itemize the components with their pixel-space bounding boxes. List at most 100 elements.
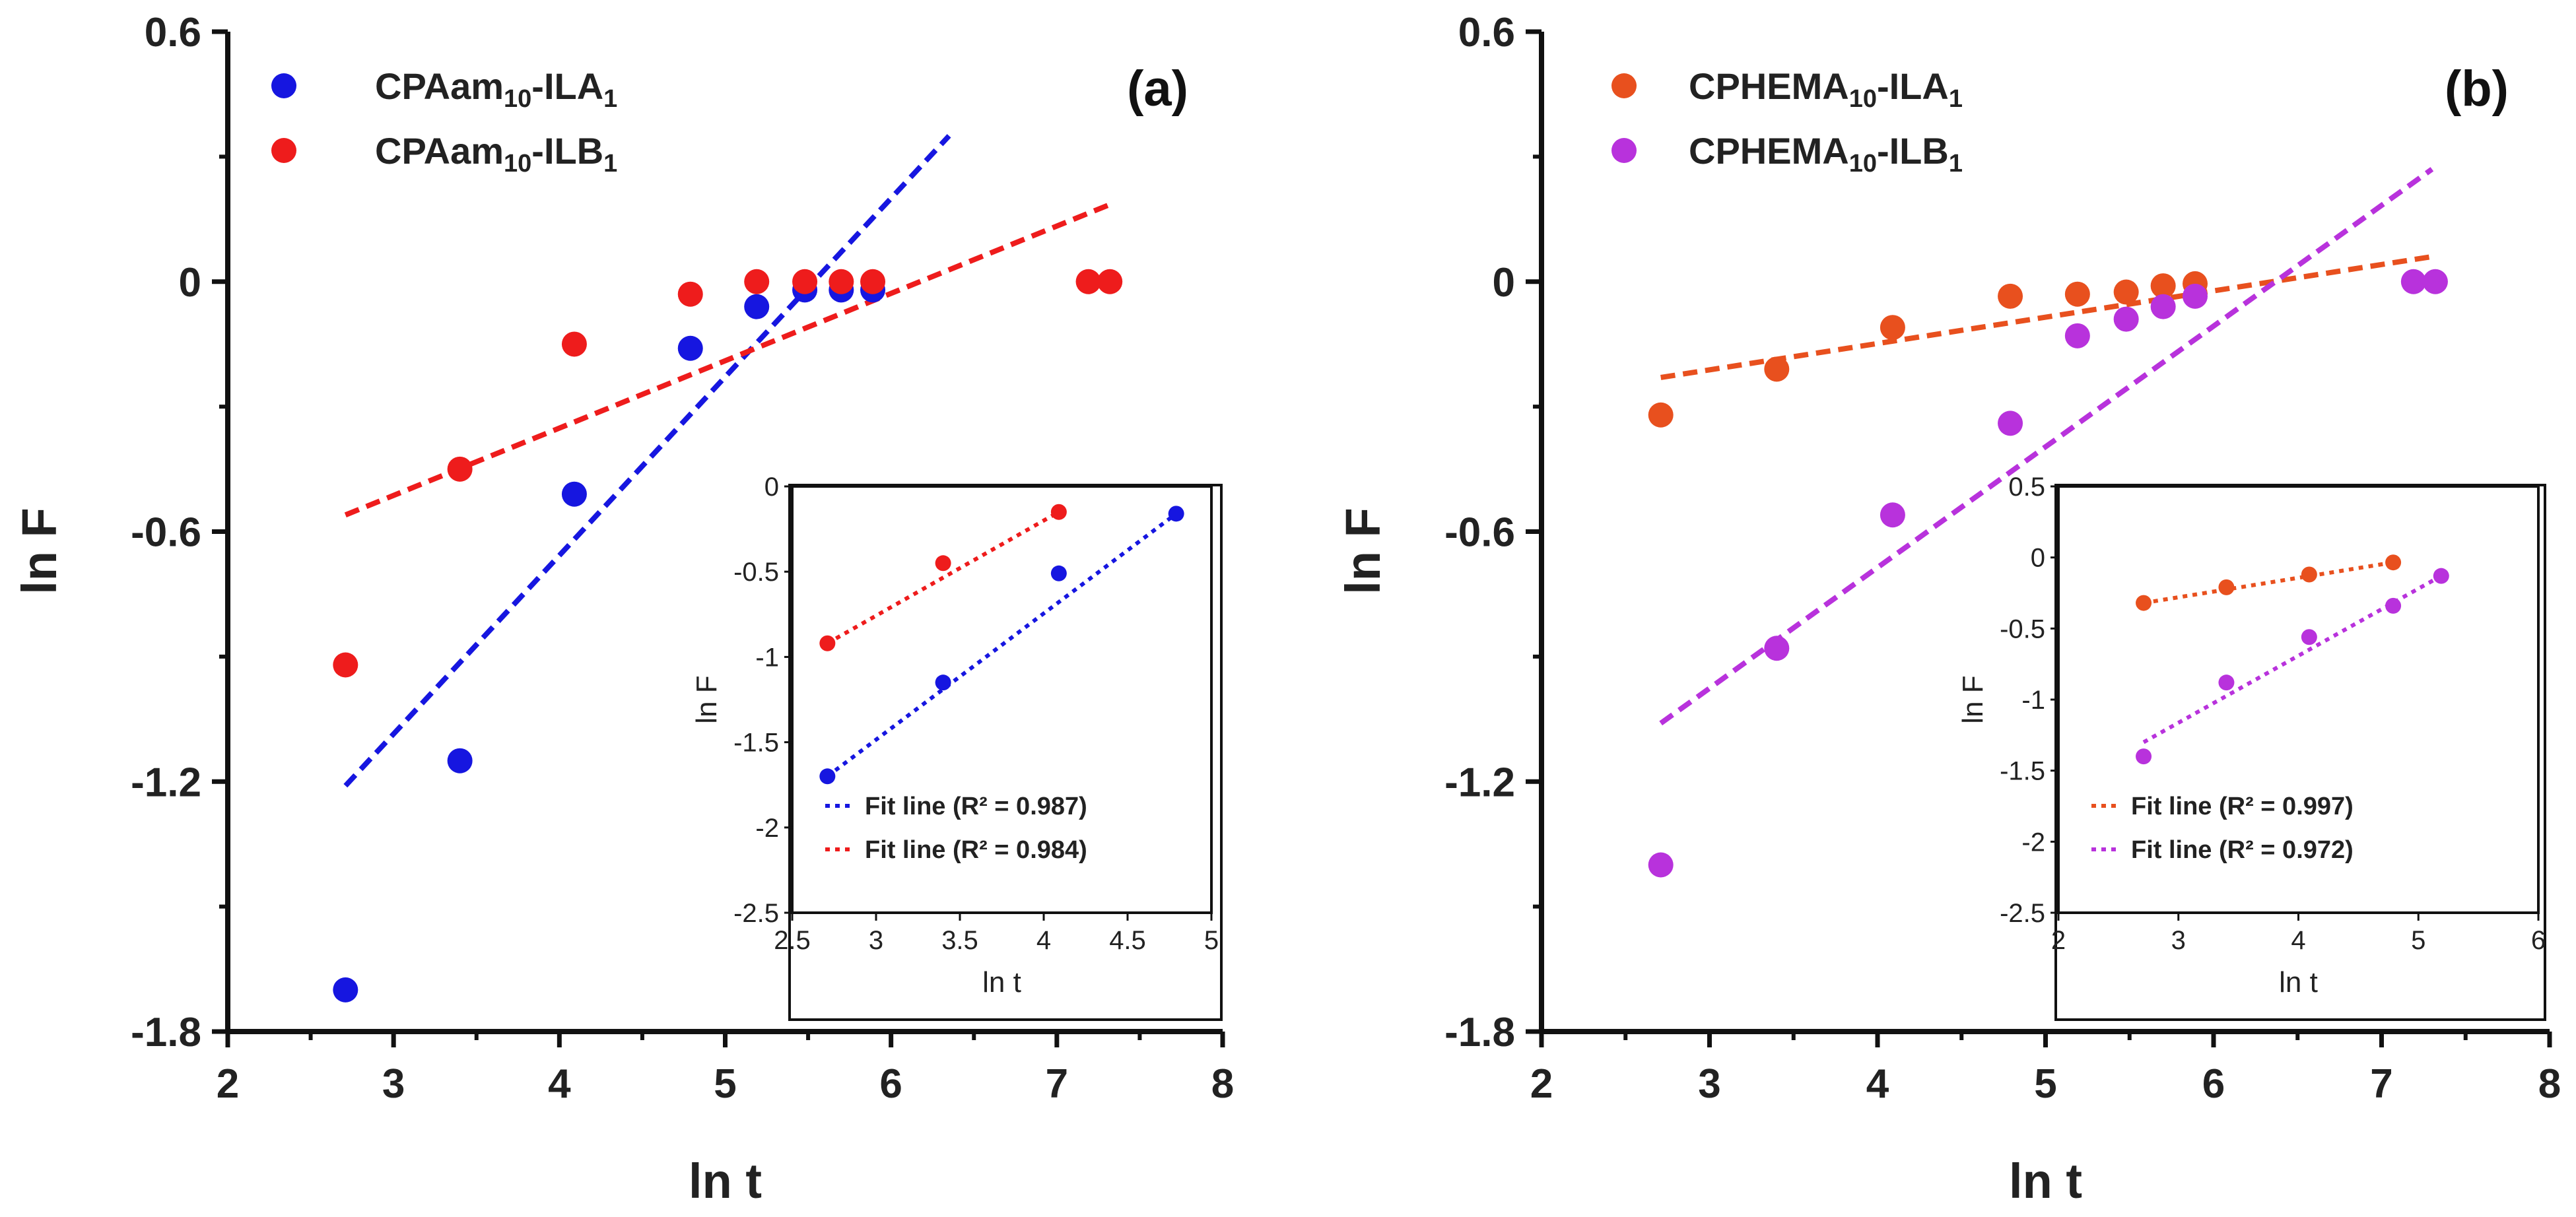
inset-y-tick-label: -0.5: [2000, 614, 2045, 643]
x-tick-label: 8: [1211, 1061, 1234, 1107]
y-axis-title: ln F: [12, 508, 67, 595]
y-tick-label: -1.2: [131, 760, 201, 805]
inset-data-point: [1168, 506, 1184, 522]
inset-x-tick-label: 3: [2171, 926, 2186, 955]
inset-x-tick-label: 5: [2411, 926, 2425, 955]
inset-legend-label: Fit line (R² = 0.987): [865, 793, 1087, 820]
inset-y-axis-title: ln F: [1957, 675, 1989, 723]
data-point: [2113, 279, 2139, 305]
data-point: [2422, 269, 2448, 294]
inset-data-point: [2301, 629, 2317, 645]
inset-data-point: [935, 555, 951, 572]
data-point: [744, 269, 770, 294]
x-axis-title: ln t: [2009, 1154, 2082, 1208]
inset-data-point: [935, 674, 951, 691]
inset-x-tick-label: 4: [2291, 926, 2305, 955]
data-point: [561, 331, 587, 357]
legend-marker: [271, 138, 296, 163]
inset-y-tick-label: 0: [764, 473, 779, 502]
inset-data-point: [2218, 674, 2235, 691]
inset-fit-line: [2142, 574, 2443, 744]
data-point: [1880, 315, 1905, 341]
fit-line: [1659, 167, 2434, 726]
inset-data-point: [2385, 597, 2402, 614]
y-axis-title: ln F: [1336, 508, 1390, 595]
inset-x-axis-title: ln t: [2279, 966, 2318, 999]
legend-label: CPAam10-ILA1: [375, 65, 617, 113]
inset-y-tick-label: -1.5: [733, 729, 779, 758]
x-tick-label: 8: [2538, 1061, 2561, 1107]
inset-y-axis-title: ln F: [691, 675, 723, 723]
inset-x-axis-title: ln t: [982, 966, 1021, 999]
inset-data-point: [2385, 554, 2402, 571]
chart-panel-b: 0.6 0 -0.6 -1.2 -1.8 2 3 4 5 6 7 8 ln t ln F (b) CPHEMA…: [1336, 10, 2561, 1208]
data-point: [829, 269, 854, 294]
data-point: [333, 652, 358, 678]
data-point: [677, 335, 703, 361]
y-tick-label: 0: [179, 260, 201, 306]
inset-y-tick-label: -1: [2021, 686, 2045, 715]
data-point: [1880, 502, 1905, 528]
x-axis-title: ln t: [689, 1154, 762, 1208]
data-point: [447, 456, 473, 482]
inset-y-tick-label: -2.5: [733, 899, 779, 928]
legend-label: CPHEMA10-ILB1: [1689, 130, 1963, 178]
inset-data-point: [819, 635, 836, 651]
chart-panel-a: 0.6 0 -0.6 -1.2 -1.8 2 3 4 5 6 7 8 ln t ln F (a) CPAam1…: [12, 10, 1234, 1208]
data-point: [2400, 269, 2426, 294]
y-tick-label: -0.6: [131, 510, 201, 556]
data-point: [561, 481, 587, 507]
inset-legend-label: Fit line (R² = 0.984): [865, 836, 1087, 864]
data-point: [677, 281, 703, 307]
inset-fit-line: [826, 510, 1060, 645]
data-point: [2150, 273, 2176, 299]
inset-x-tick-label: 5: [1204, 926, 1219, 955]
inset-x-tick-label: 2.5: [774, 926, 811, 955]
x-tick-label: 3: [1698, 1061, 1720, 1107]
panel-label: (a): [1127, 61, 1188, 117]
data-point: [744, 294, 770, 319]
x-tick-label: 7: [2370, 1061, 2392, 1107]
y-tick-label: 0.6: [1458, 10, 1515, 55]
data-point: [1998, 411, 2023, 436]
inset-data-point: [819, 768, 836, 785]
inset-data-point: [2301, 566, 2317, 583]
x-tick-label: 6: [2202, 1061, 2225, 1107]
fit-line: [344, 200, 1116, 517]
inset-fit-line: [2143, 560, 2394, 605]
inset-x-tick-label: 3: [869, 926, 883, 955]
data-point: [2064, 281, 2090, 307]
y-tick-label: -1.2: [1444, 760, 1515, 805]
inset-legend-label: Fit line (R² = 0.972): [2131, 836, 2354, 864]
data-point: [1764, 636, 1790, 661]
fit-line: [1660, 253, 2433, 380]
panel-label: (b): [2445, 61, 2509, 117]
inset-data-point: [2136, 595, 2152, 611]
inset-data-point: [1050, 565, 1067, 581]
inset-data-point: [2136, 748, 2152, 765]
inset-chart: 0 -0.5 -1 -1.5 -2 -2.52.5 3 3.5 4 4.5 5 ln t ln F Fit…: [691, 473, 1219, 999]
inset-y-tick-label: -0.5: [733, 558, 779, 587]
data-point: [1648, 402, 1674, 428]
x-tick-label: 7: [1046, 1061, 1068, 1107]
y-tick-label: -1.8: [1444, 1010, 1515, 1055]
inset-y-tick-label: 0.5: [2008, 473, 2045, 502]
inset-y-tick-label: -1: [755, 643, 779, 672]
legend-label: CPHEMA10-ILA1: [1689, 65, 1963, 113]
y-tick-label: -0.6: [1444, 510, 1515, 556]
inset-chart: 0.5 0 -0.5 -1 -1.5 -2 -2.52 3 4 5 6 ln t ln F Fit lin…: [1957, 473, 2546, 999]
legend-marker: [1611, 138, 1637, 163]
inset-x-tick-label: 2: [2051, 926, 2066, 955]
inset-y-tick-label: -2: [2021, 828, 2045, 857]
legend-marker: [271, 73, 296, 98]
inset-data-point: [2433, 568, 2449, 584]
data-point: [333, 977, 358, 1003]
data-point: [2064, 323, 2090, 348]
inset-x-tick-label: 6: [2531, 926, 2546, 955]
x-tick-label: 2: [217, 1061, 239, 1107]
data-point: [860, 269, 886, 294]
data-point: [1075, 269, 1101, 294]
inset-y-tick-label: 0: [2031, 544, 2045, 573]
data-point: [2113, 306, 2139, 332]
